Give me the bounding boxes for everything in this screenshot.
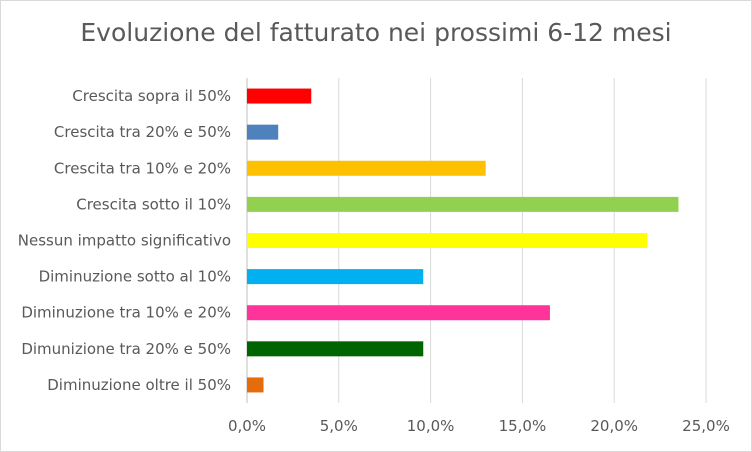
- category-label: Crescita sopra il 50%: [72, 87, 231, 105]
- bar: [247, 377, 264, 393]
- bar: [247, 341, 424, 357]
- category-label: Diminuzione sotto al 10%: [39, 268, 231, 286]
- category-labels: Crescita sopra il 50% Crescita tra 20% e …: [18, 87, 231, 394]
- bar: [247, 88, 312, 104]
- category-label: Diminuzione oltre il 50%: [47, 376, 231, 394]
- x-tick-label: 5,0%: [320, 417, 358, 435]
- bar: [247, 305, 550, 321]
- x-tick-label: 10,0%: [407, 417, 455, 435]
- bar: [247, 269, 424, 285]
- chart-title: Evoluzione del fatturato nei prossimi 6-…: [80, 18, 672, 47]
- bar: [247, 233, 648, 248]
- bar: [247, 196, 679, 212]
- category-label: Dimunizione tra 20% e 50%: [21, 340, 231, 358]
- x-tick-label: 25,0%: [682, 417, 730, 435]
- x-tick-label: 0,0%: [228, 417, 266, 435]
- category-label: Diminuzione tra 10% e 20%: [21, 304, 231, 322]
- x-tick-labels: 0,0% 5,0% 10,0% 15,0% 20,0% 25,0%: [228, 417, 730, 435]
- category-label: Crescita tra 20% e 50%: [54, 123, 231, 141]
- bar: [247, 124, 279, 140]
- bars: [247, 88, 679, 393]
- x-tick-label: 20,0%: [590, 417, 638, 435]
- category-label: Crescita sotto il 10%: [76, 195, 231, 213]
- category-label: Nessun impatto significativo: [18, 232, 231, 250]
- bar: [247, 160, 486, 176]
- x-tick-label: 15,0%: [499, 417, 547, 435]
- category-label: Crescita tra 10% e 20%: [54, 159, 231, 177]
